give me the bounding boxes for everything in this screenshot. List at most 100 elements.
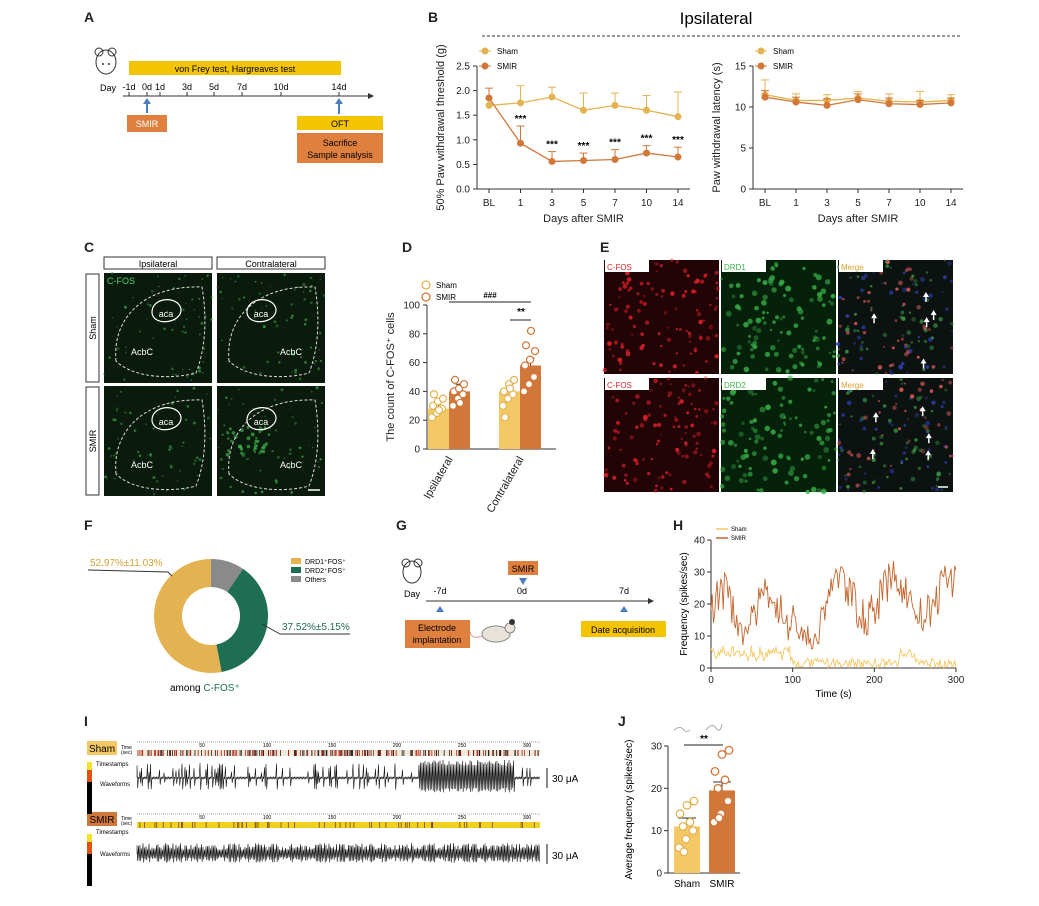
e-label-bg-1 <box>605 260 649 272</box>
data-point-smir <box>530 346 540 356</box>
e-signal-dot <box>877 400 880 403</box>
g-acq-arrow-icon <box>620 606 628 612</box>
panel-label-j: J <box>618 713 626 729</box>
c-cell-dot <box>152 476 156 480</box>
significance-mark: *** <box>515 114 527 125</box>
e-signal-dot <box>865 347 869 351</box>
e-signal-dot <box>893 428 899 433</box>
e-signal-dot <box>688 392 692 397</box>
c-cell-dot <box>104 475 107 479</box>
y-axis-label: Paw withdrawal latency (s) <box>711 62 723 192</box>
e-arrow-icon <box>869 448 876 454</box>
e-drd1: DRD1 <box>724 263 746 272</box>
i-timestamps-strip <box>137 822 540 828</box>
e-label-bg-3 <box>839 260 883 272</box>
c-cell-dot <box>287 466 291 469</box>
c-cell-dot-bright <box>256 439 260 443</box>
c-cell-dot <box>206 274 209 278</box>
c-acbc-label: AcbC <box>280 460 303 470</box>
e-signal-dot <box>650 457 653 461</box>
e-signal-dot <box>751 393 755 396</box>
y-tick-label: 60 <box>409 358 421 369</box>
e-signal-dot <box>787 470 794 476</box>
e-signal-dot <box>907 439 911 443</box>
e-signal-dot <box>814 329 818 333</box>
data-point-smir <box>517 139 524 147</box>
c-cell-dot <box>258 292 261 295</box>
smir-box <box>127 115 167 132</box>
i-scale-1: 30 μA <box>552 774 579 785</box>
e-signal-dot <box>816 291 823 298</box>
legend-label-smir: SMIR <box>497 62 517 71</box>
e-signal-dot <box>824 405 828 409</box>
e-signal-dot <box>714 401 719 406</box>
c-cell-dot <box>314 359 318 363</box>
e-signal-dot <box>743 366 750 373</box>
e-signal-dot <box>949 279 954 283</box>
e-signal-dot <box>606 322 610 327</box>
e-signal-dot <box>629 286 633 290</box>
e-signal-dot <box>622 281 625 285</box>
e-signal-dot <box>660 295 664 298</box>
data-point-sham <box>500 413 510 422</box>
c-cell-dot <box>192 462 196 466</box>
e-signal-dot <box>777 386 784 392</box>
e-signal-dot <box>653 488 658 493</box>
e-signal-dot <box>714 354 719 359</box>
panel-label-a: A <box>84 9 94 25</box>
c-cell-dot <box>223 424 226 427</box>
c-cell-dot <box>238 297 241 301</box>
y-axis-label: The count of C-FOS⁺ cells <box>385 312 397 442</box>
e-signal-dot <box>908 267 913 271</box>
e-signal-dot <box>838 453 841 456</box>
e-signal-dot <box>772 468 778 474</box>
e-signal-dot <box>613 340 619 345</box>
e-signal-dot <box>720 277 724 281</box>
f-among-text: among <box>170 683 203 694</box>
e-signal-dot <box>889 464 893 467</box>
e-signal-dot <box>841 361 844 364</box>
e-signal-dot <box>782 315 786 319</box>
c-acbc-outline <box>115 399 206 491</box>
c-cell-dot <box>147 454 149 456</box>
e-signal-dot <box>675 352 678 355</box>
e-signal-dot <box>755 317 762 324</box>
c-cell-dot <box>294 422 297 425</box>
e-signal-dot <box>800 362 805 367</box>
e-signal-dot <box>815 346 820 351</box>
e-signal-dot <box>688 333 693 338</box>
e-signal-dot <box>779 403 784 407</box>
e-signal-dot <box>925 430 929 434</box>
x-tick-label: 3 <box>549 198 555 209</box>
e-signal-dot <box>860 275 866 281</box>
e-signal-dot <box>749 419 754 425</box>
e-signal-dot <box>647 471 651 476</box>
smir-arrow-head-icon <box>143 98 151 104</box>
e-signal-dot <box>862 330 867 335</box>
e-signal-dot <box>866 456 871 461</box>
c-cell-dot <box>151 290 154 293</box>
e-signal-dot <box>763 446 767 450</box>
c-cell-dot <box>161 475 164 478</box>
e-label-bg-2 <box>722 260 766 272</box>
c-cell-dot <box>247 458 250 460</box>
y-tick-label: 2.5 <box>456 62 470 73</box>
f-pct-drd2: 37.52%±5.15% <box>282 622 350 633</box>
g-t2: 0d <box>517 586 527 596</box>
e-signal-dot <box>815 274 822 281</box>
c-cell-dot <box>288 452 291 455</box>
e-signal-dot <box>736 305 742 311</box>
e-signal-dot <box>862 397 868 403</box>
e-signal-dot <box>860 340 864 344</box>
y-tick-label: 5 <box>740 144 746 155</box>
e-signal-dot <box>913 405 917 409</box>
e-signal-dot <box>944 307 949 312</box>
e-signal-dot <box>721 428 727 433</box>
panel-label-e: E <box>600 239 609 255</box>
e-signal-dot <box>906 287 911 292</box>
annotation-star: ** <box>700 734 708 745</box>
e-signal-dot <box>703 376 708 380</box>
c-cell-dot <box>311 446 314 449</box>
y-axis-label: 50% Paw withdrawal threshold (g) <box>435 44 447 210</box>
e-signal-dot <box>803 430 807 434</box>
